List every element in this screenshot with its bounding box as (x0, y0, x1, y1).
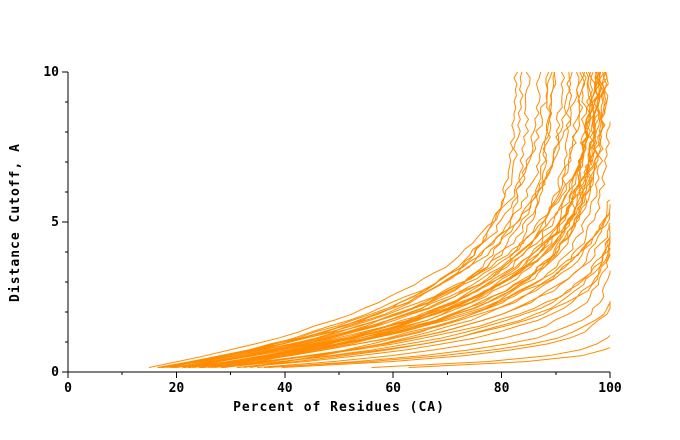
model-curve (157, 71, 542, 368)
model-curve (200, 247, 611, 368)
model-curve (281, 301, 611, 368)
model-curve (236, 237, 611, 368)
model-curve (213, 253, 611, 368)
model-curve (257, 222, 611, 368)
x-tick-label: 40 (277, 381, 293, 396)
model-curve (268, 270, 611, 368)
model-curve (148, 71, 550, 368)
x-tick-label: 0 (64, 381, 72, 396)
model-curve (200, 204, 611, 368)
model-curve (163, 71, 566, 368)
y-axis-label: Distance Cutoff, A (7, 142, 23, 302)
y-axis-label-box: Distance Cutoff, A (2, 72, 28, 372)
y-tick-label: 10 (43, 65, 59, 80)
model-curve (243, 121, 611, 368)
x-axis-label: Percent of Residues (CA) (233, 400, 445, 415)
model-curves (148, 71, 611, 368)
model-curve (166, 71, 573, 368)
model-curve (158, 71, 519, 368)
model-curve (184, 71, 597, 368)
model-curve (221, 71, 593, 368)
model-curve (187, 71, 599, 368)
model-curve (189, 71, 599, 368)
x-tick-label: 20 (169, 381, 185, 396)
x-tick-label: 100 (598, 381, 622, 396)
x-tick-label: 60 (385, 381, 401, 396)
model-curve (169, 71, 580, 368)
model-curve (193, 71, 553, 368)
x-tick-label: 80 (494, 381, 510, 396)
model-curve (263, 300, 611, 368)
model-curve (249, 71, 602, 368)
model-curve (224, 71, 602, 368)
model-curve (182, 213, 611, 368)
model-curve (207, 211, 611, 368)
model-curve (161, 71, 524, 368)
tick-labels: 0 20 40 60 80 100 0 5 10 (43, 65, 622, 396)
model-curve (210, 199, 611, 368)
model-curve (162, 71, 586, 368)
y-tick-label: 0 (51, 365, 59, 380)
model-curve (237, 240, 611, 368)
model-curve (169, 71, 609, 368)
axes (62, 71, 611, 378)
model-curve (408, 347, 611, 368)
model-curve (182, 71, 588, 368)
model-curve (183, 71, 597, 368)
y-tick-label: 5 (51, 215, 59, 230)
model-curve (198, 71, 607, 368)
model-curve (158, 71, 601, 368)
model-curve (371, 335, 611, 368)
